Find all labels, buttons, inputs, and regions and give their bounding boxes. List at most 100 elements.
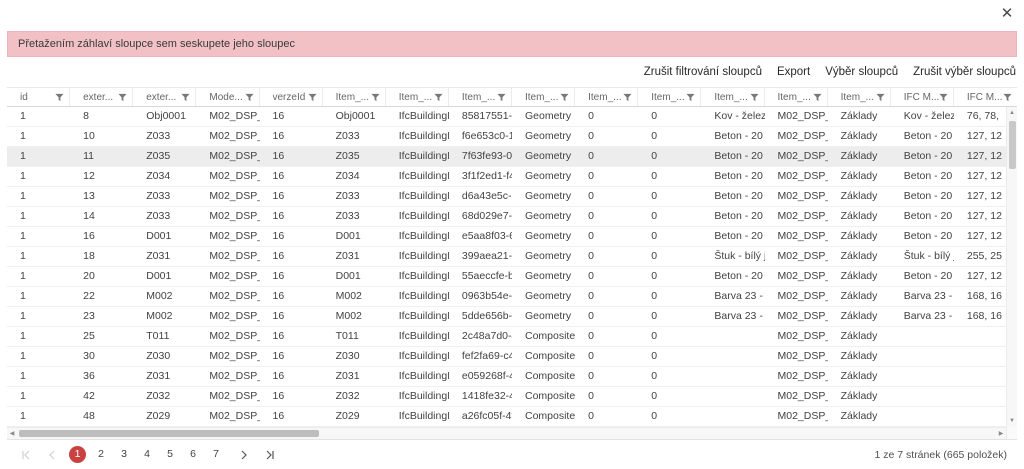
table-cell: M02_DSP_... bbox=[777, 270, 828, 282]
filter-icon[interactable] bbox=[497, 93, 506, 102]
scroll-up-icon[interactable]: ▲ bbox=[1009, 110, 1015, 116]
table-cell: 127, 12 bbox=[966, 170, 1002, 182]
export-link[interactable]: Export bbox=[776, 66, 811, 78]
table-cell: 76, 78, bbox=[966, 110, 999, 122]
filter-icon[interactable] bbox=[749, 93, 759, 102]
table-cell: Beton - 20 bbox=[903, 170, 953, 182]
page-button-4[interactable]: 4 bbox=[144, 448, 150, 460]
table-cell: 16 bbox=[272, 310, 285, 322]
horizontal-scrollbar[interactable]: ◀ ▶ bbox=[7, 427, 1017, 439]
filter-icon[interactable] bbox=[623, 93, 632, 102]
page-button-7[interactable]: 7 bbox=[213, 448, 219, 460]
table-cell: Z033 bbox=[335, 130, 360, 142]
column-header-14[interactable]: IFC M... bbox=[891, 88, 954, 106]
column-header-11[interactable]: Item_... bbox=[701, 88, 765, 106]
table-cell: Z031 bbox=[146, 370, 171, 382]
prev-page-button[interactable] bbox=[43, 446, 61, 464]
table-cell: Štuk - bílý je... bbox=[903, 250, 954, 262]
table-row[interactable]: 111Z035M02_DSP_...16Z035IfcBuildingE...7… bbox=[7, 147, 1017, 167]
table-cell: IfcBuildingE... bbox=[398, 170, 449, 182]
filter-icon[interactable] bbox=[371, 93, 380, 102]
table-cell: 0 bbox=[651, 330, 658, 342]
table-cell: M02_DSP_... bbox=[209, 130, 259, 142]
page-button-1[interactable]: 1 bbox=[69, 446, 86, 463]
filter-icon[interactable] bbox=[1003, 93, 1012, 102]
table-row[interactable]: 1 8 Obj0001 M02_DSP_... 16 Obj0001 IfcBuilding… bbox=[7, 107, 1017, 127]
table-row[interactable]: 1 30 Z030 M02_DSP_... 16 Z030 IfcBuildingE... f… bbox=[7, 347, 1017, 367]
filter-icon[interactable] bbox=[876, 93, 885, 102]
filter-icon[interactable] bbox=[560, 93, 569, 102]
filter-icon[interactable] bbox=[939, 93, 948, 102]
column-header-3[interactable]: Mode... bbox=[196, 88, 260, 106]
table-cell: M02_DSP_... bbox=[777, 250, 828, 262]
table-cell: 16 bbox=[272, 110, 285, 122]
table-cell: 127, 12 bbox=[966, 150, 1002, 162]
filter-icon[interactable] bbox=[434, 93, 443, 102]
page-button-6[interactable]: 6 bbox=[190, 448, 196, 460]
filter-icon[interactable] bbox=[813, 93, 822, 102]
filter-icon[interactable] bbox=[118, 93, 127, 102]
page-button-2[interactable]: 2 bbox=[98, 448, 104, 460]
table-row[interactable]: 1 20 D001 M02_DSP_... 16 D001 IfcBuildingE... 5… bbox=[7, 267, 1017, 287]
column-header-0[interactable]: id bbox=[7, 88, 71, 106]
pager-info: 1 ze 7 stránek (665 položek) bbox=[874, 448, 1008, 461]
clear-column-selection-link[interactable]: Zrušit výběr sloupců bbox=[913, 66, 1016, 78]
table-cell bbox=[891, 327, 954, 346]
table-row[interactable]: 1 12 Z034 M02_DSP_... 16 Z034 IfcBuildingE... 3… bbox=[7, 167, 1017, 187]
table-cell: 3f1f2ed1-f4... bbox=[461, 170, 512, 182]
table-row[interactable]: 1 14 Z033 M02_DSP_... 16 Z033 IfcBuildingE... 6… bbox=[7, 207, 1017, 227]
column-header-4[interactable]: verzeId bbox=[260, 88, 323, 106]
column-header-12[interactable]: Item_... bbox=[765, 88, 828, 106]
next-page-button[interactable] bbox=[235, 446, 253, 464]
column-header-10[interactable]: Item_... bbox=[638, 88, 702, 106]
filter-icon[interactable] bbox=[55, 93, 64, 102]
column-header-5[interactable]: Item_... bbox=[323, 88, 386, 106]
column-header-7[interactable]: Item_... bbox=[449, 88, 512, 106]
vertical-scroll-track[interactable] bbox=[1007, 119, 1017, 415]
table-row[interactable]: 1 42 Z032 M02_DSP_... 16 Z032 IfcBuildingE... 1… bbox=[7, 387, 1017, 407]
clear-column-filters-link[interactable]: Zrušit filtrování sloupců bbox=[643, 66, 762, 78]
column-header-9[interactable]: Item_... bbox=[575, 88, 639, 106]
column-chooser-link[interactable]: Výběr sloupců bbox=[825, 66, 899, 78]
column-header-6[interactable]: Item_... bbox=[386, 88, 449, 106]
table-row[interactable]: 1 36 Z031 M02_DSP_... 16 Z031 IfcBuildingE... e… bbox=[7, 367, 1017, 387]
table-row[interactable]: 1 13 Z033 M02_DSP_... 16 Z033 IfcBuildingE... d… bbox=[7, 187, 1017, 207]
table-row[interactable]: 1 25 T011 M02_DSP_... 16 T011 IfcBuildingE... 2… bbox=[7, 327, 1017, 347]
table-row[interactable]: 1 10 Z033 M02_DSP_... 16 Z033 IfcBuildingE... f… bbox=[7, 127, 1017, 147]
horizontal-scroll-track[interactable] bbox=[17, 428, 996, 439]
filter-icon[interactable] bbox=[181, 93, 190, 102]
last-page-button[interactable] bbox=[261, 446, 279, 464]
vertical-scrollbar[interactable]: ▲ ▼ bbox=[1006, 107, 1017, 439]
table-row[interactable]: 1 18 Z031 M02_DSP_... 16 Z031 IfcBuildingE... 3… bbox=[7, 247, 1017, 267]
table-cell: Geometry bbox=[525, 110, 572, 122]
table-cell: Geometry bbox=[525, 310, 572, 322]
scroll-right-icon[interactable]: ▶ bbox=[998, 431, 1004, 437]
column-header-8[interactable]: Item_... bbox=[512, 88, 576, 106]
scroll-left-icon[interactable]: ◀ bbox=[9, 431, 15, 437]
column-header-1[interactable]: exter... bbox=[70, 88, 134, 106]
column-header-2[interactable]: exter... bbox=[133, 88, 197, 106]
table-cell: Základy bbox=[840, 110, 878, 122]
table-cell: Beton - 20 bbox=[903, 230, 953, 242]
filter-icon[interactable] bbox=[244, 93, 254, 102]
table-row[interactable]: 1 48 Z029 M02_DSP_... 16 Z029 IfcBuildingE... a… bbox=[7, 407, 1017, 427]
table-cell: D001 bbox=[335, 270, 361, 282]
table-row[interactable]: 1 16 D001 M02_DSP_... 16 D001 IfcBuildingE... e… bbox=[7, 227, 1017, 247]
table-row[interactable]: 1 22 M002 M02_DSP_... 16 M002 IfcBuildingE... 0… bbox=[7, 287, 1017, 307]
horizontal-scroll-thumb[interactable] bbox=[19, 430, 319, 437]
table-row[interactable]: 1 23 M002 M02_DSP_... 16 M002 IfcBuildingE... 5… bbox=[7, 307, 1017, 327]
column-header-15[interactable]: IFC M... bbox=[954, 88, 1017, 106]
page-button-5[interactable]: 5 bbox=[167, 448, 173, 460]
first-page-button[interactable] bbox=[17, 446, 35, 464]
group-drop-banner[interactable]: Přetažením záhlaví sloupce sem seskupete… bbox=[7, 31, 1017, 57]
table-cell: IfcBuildingE... bbox=[398, 130, 449, 142]
table-cell: 16 bbox=[272, 330, 285, 342]
vertical-scroll-thumb[interactable] bbox=[1009, 121, 1016, 169]
column-header-13[interactable]: Item_... bbox=[828, 88, 891, 106]
scroll-down-icon[interactable]: ▼ bbox=[1009, 418, 1015, 424]
filter-icon[interactable] bbox=[308, 93, 317, 102]
filter-icon[interactable] bbox=[686, 93, 695, 102]
close-icon[interactable]: ✕ bbox=[1000, 5, 1014, 22]
column-header-label: Item_... bbox=[714, 91, 748, 103]
page-button-3[interactable]: 3 bbox=[121, 448, 127, 460]
